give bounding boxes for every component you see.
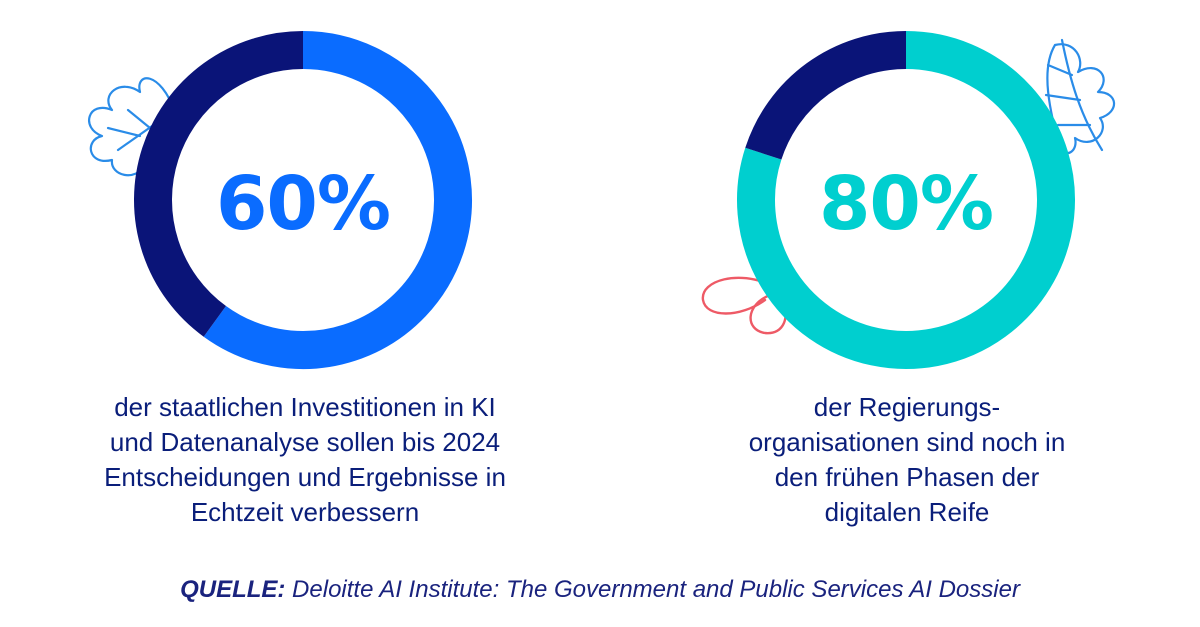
donut-right-value: 80% (819, 161, 993, 247)
donut-left-segment-highlight (203, 31, 472, 369)
caption-line: digitalen Reife (824, 497, 990, 527)
donut-right-caption: der Regierungs- organisationen sind noch… (672, 390, 1142, 530)
donut-left-segment-rest (134, 31, 304, 337)
caption-line: der staatlichen Investitionen in KI (114, 392, 496, 422)
donut-right-segment-highlight (737, 31, 1075, 369)
caption-line: organisationen sind noch in (748, 427, 1066, 457)
donut-chart-right: 80% (737, 31, 1075, 369)
donut-chart-left: 60% (134, 31, 472, 369)
caption-line: der Regierungs- (813, 392, 1001, 422)
caption-line: Entscheidungen und Ergebnisse in (104, 462, 506, 492)
caption-line: und Datenanalyse sollen bis 2024 (109, 427, 501, 457)
source-label: QUELLE: (180, 576, 286, 603)
caption-line: Echtzeit verbessern (190, 497, 420, 527)
source-text: Deloitte AI Institute: The Government an… (285, 576, 1020, 603)
caption-line: den frühen Phasen der (774, 462, 1040, 492)
source-line: QUELLE: Deloitte AI Institute: The Gover… (0, 576, 1200, 604)
donut-left-caption: der staatlichen Investitionen in KI und … (70, 390, 540, 530)
leaf-right-icon (1044, 38, 1116, 155)
donut-left-value: 60% (216, 161, 390, 247)
donut-right-segment-rest (745, 31, 907, 160)
